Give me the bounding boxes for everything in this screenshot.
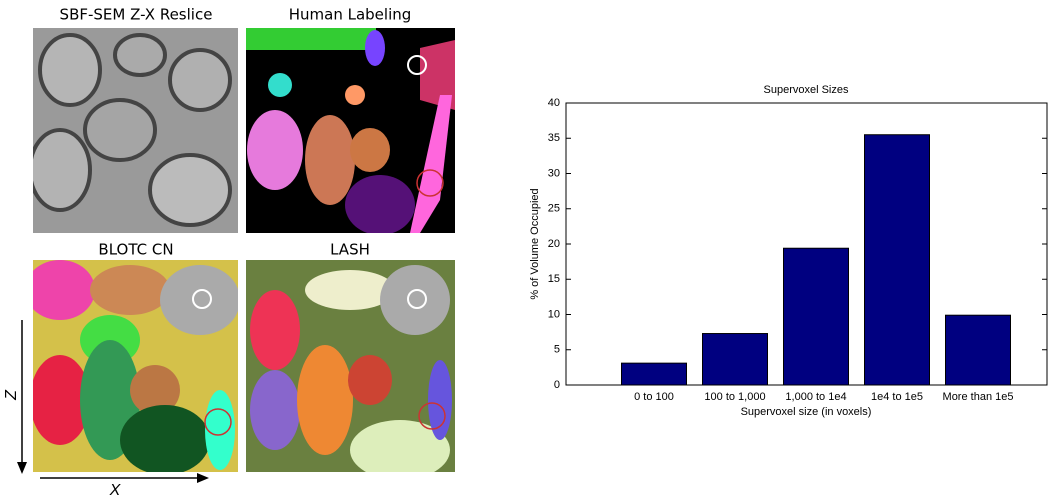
chart-title: Supervoxel Sizes <box>764 84 849 96</box>
x-arrowhead <box>197 473 209 483</box>
y-tick-label: 0 <box>554 379 560 391</box>
bar <box>622 363 687 385</box>
bar <box>703 334 768 385</box>
y-tick-label: 30 <box>548 167 560 179</box>
y-tick-label: 25 <box>548 203 560 215</box>
y-tick-label: 20 <box>548 238 560 250</box>
bar-chart: Supervoxel Sizes Supervoxel size (in vox… <box>529 84 1047 418</box>
em-image <box>30 28 238 233</box>
bar <box>865 135 930 385</box>
z-arrowhead <box>17 462 27 474</box>
x-tick-label: More than 1e5 <box>943 391 1014 403</box>
x-tick-label: 1,000 to 1e4 <box>785 391 846 403</box>
label-image <box>246 260 455 480</box>
y-tick-label: 5 <box>554 344 560 356</box>
panel-title: BLOTC CN <box>98 241 173 259</box>
panel-title: SBF-SEM Z-X Reslice <box>60 6 213 24</box>
x-tick-label: 0 to 100 <box>634 391 674 403</box>
axis-label: X <box>109 482 122 499</box>
y-tick-label: 40 <box>548 97 560 109</box>
x-tick-label: 100 to 1,000 <box>704 391 765 403</box>
x-axis-title: Supervoxel size (in voxels) <box>741 406 872 418</box>
panel-title: LASH <box>330 241 370 259</box>
bar <box>784 248 849 385</box>
panel-title: Human Labeling <box>289 6 412 24</box>
bar <box>946 315 1011 385</box>
x-tick-label: 1e4 to 1e5 <box>871 391 923 403</box>
y-tick-label: 15 <box>548 273 560 285</box>
figure: SBF-SEM Z-X Reslice Human Labeling BLOTC… <box>0 0 1057 499</box>
axis-label: Z <box>3 389 20 401</box>
y-tick-label: 10 <box>548 308 560 320</box>
label-image <box>246 28 455 235</box>
y-tick-label: 35 <box>548 132 560 144</box>
y-axis-title: % of Volume Occupied <box>529 188 541 299</box>
label-image <box>25 260 240 475</box>
